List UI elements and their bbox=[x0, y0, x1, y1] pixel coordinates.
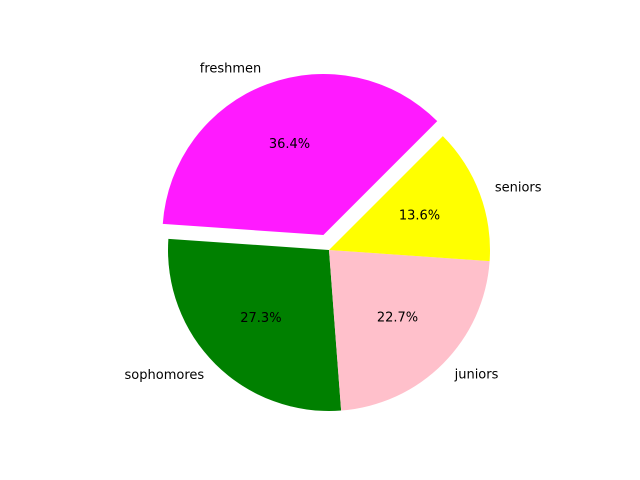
pct-label-freshmen: 36.4% bbox=[269, 137, 310, 152]
slice-label-seniors: seniors bbox=[495, 180, 542, 195]
pie-slice-seniors bbox=[329, 136, 490, 262]
pct-label-seniors: 13.6% bbox=[399, 209, 440, 224]
pct-label-juniors: 22.7% bbox=[377, 311, 418, 326]
pie-labels: freshmen 36.4% sophomores 27.3% juniors 22.7%… bbox=[125, 62, 542, 383]
slice-label-juniors: juniors bbox=[454, 367, 499, 382]
pie-slice-juniors bbox=[329, 250, 490, 411]
pie-slices bbox=[162, 74, 490, 411]
pie-slice-freshmen bbox=[162, 74, 438, 236]
slice-label-freshmen: freshmen bbox=[200, 62, 262, 77]
pie-slice-sophomores bbox=[168, 238, 342, 411]
pct-label-sophomores: 27.3% bbox=[240, 311, 281, 326]
slice-label-sophomores: sophomores bbox=[125, 368, 205, 383]
